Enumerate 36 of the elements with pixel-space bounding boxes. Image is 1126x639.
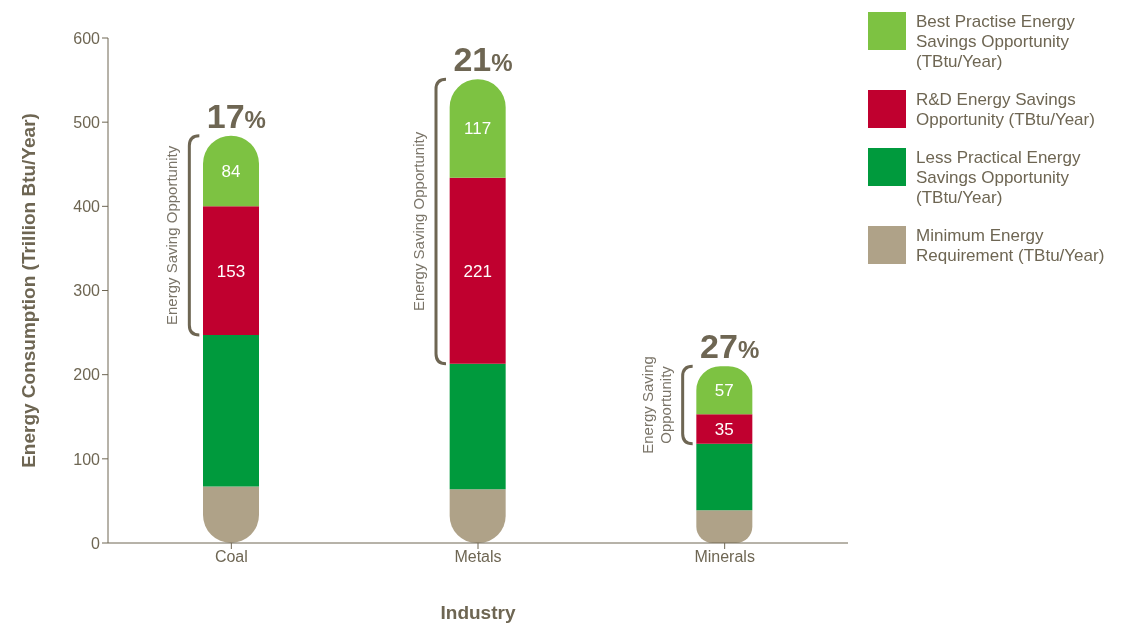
annotation: 17% bbox=[206, 96, 266, 135]
y-tick-label: 100 bbox=[73, 450, 101, 468]
bar bbox=[203, 335, 259, 487]
annotation: Energy Saving Opportunity bbox=[410, 131, 427, 312]
data-label: 57 bbox=[714, 381, 734, 401]
bar bbox=[449, 79, 506, 178]
x-tick-label: Metals bbox=[454, 548, 502, 566]
y-tick-label: 300 bbox=[73, 282, 101, 300]
x-axis-title: Industry bbox=[440, 602, 516, 623]
data-label: 221 bbox=[463, 261, 492, 281]
data-label: 117 bbox=[464, 119, 492, 139]
annotation: Energy Saving Opportunity bbox=[638, 356, 674, 454]
annotation: 21% bbox=[453, 40, 513, 79]
legend-label: Less Practical Energy Savings Opportunity (TBtu/Year) bbox=[916, 148, 1082, 208]
y-tick-label: 400 bbox=[73, 198, 101, 216]
data-label: 153 bbox=[216, 261, 246, 281]
x-tick-label: Minerals bbox=[694, 548, 755, 566]
data-label: 84 bbox=[221, 161, 241, 181]
bar bbox=[696, 443, 753, 511]
bar bbox=[203, 206, 259, 336]
y-tick-label: 0 bbox=[91, 534, 101, 552]
annotation: 27% bbox=[700, 327, 760, 366]
bar bbox=[696, 414, 753, 444]
x-tick-label: Coal bbox=[214, 548, 248, 566]
legend-label: Minimum Energy Requirement (TBtu/Year) bbox=[916, 226, 1106, 266]
y-tick-label: 200 bbox=[73, 366, 101, 384]
bar bbox=[449, 177, 506, 364]
legend-label: Best Practise Energy Savings Opportunity (TBtu/Year) bbox=[916, 12, 1076, 72]
bar bbox=[449, 363, 506, 490]
annotation: Energy Saving Opportunity bbox=[163, 145, 181, 326]
bar bbox=[696, 510, 753, 543]
y-tick-label: 600 bbox=[73, 29, 101, 47]
data-label: 35 bbox=[714, 419, 734, 439]
y-axis-title: Energy Consumption (Trillion Btu/Year) bbox=[17, 113, 39, 468]
legend-label: R&D Energy Savings Opportunity (TBtu/Year) bbox=[916, 90, 1096, 130]
y-tick-label: 500 bbox=[73, 113, 101, 131]
